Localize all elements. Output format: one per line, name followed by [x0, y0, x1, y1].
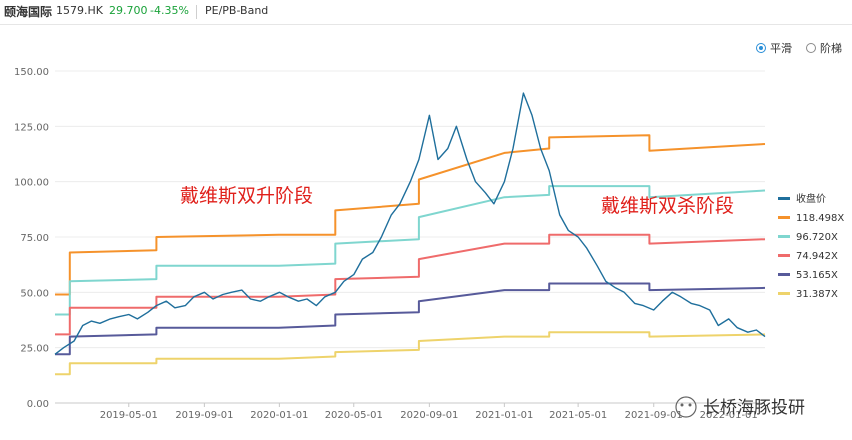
- series-line-96.720X: [55, 185, 766, 316]
- y-tick-label: 150.00: [14, 67, 49, 78]
- series-line-收盘价: [54, 92, 766, 355]
- legend-swatch: [778, 235, 790, 238]
- x-tick-label: 2021-05-01: [549, 410, 607, 421]
- legend-label: 31.387X: [796, 289, 838, 300]
- x-axis: 2019-05-01 2019-09-01 2020-01-01 2020-05-01…: [55, 402, 765, 421]
- x-tick-label: 2020-09-01: [400, 410, 458, 421]
- series-line-118.498X: [55, 134, 766, 296]
- y-tick-label: 0.00: [27, 399, 49, 410]
- x-tick-label: 2021-09-01: [625, 410, 683, 421]
- header-divider: [196, 5, 197, 19]
- y-axis: 0.00 25.00 50.00 75.00 100.00 125.00 150.00: [14, 67, 49, 410]
- x-tick-label: 2020-05-01: [325, 410, 383, 421]
- legend-label: 收盘价: [796, 192, 826, 205]
- legend-label: 96.720X: [796, 232, 838, 243]
- step-toggle[interactable]: 阶梯: [806, 40, 842, 56]
- stock-price: 29.700: [109, 4, 148, 17]
- band-type-label: PE/PB-Band: [205, 4, 269, 17]
- x-tick-label: 2022-01-01: [700, 410, 758, 421]
- legend-swatch: [778, 292, 790, 295]
- watermark: 长桥海豚投研: [675, 396, 805, 418]
- legend-label: 74.942X: [796, 251, 838, 262]
- radio-selected-icon: [756, 43, 766, 53]
- smooth-toggle[interactable]: 平滑: [756, 40, 792, 56]
- legend-swatch: [778, 273, 790, 276]
- stock-name: 颐海国际: [4, 5, 53, 19]
- legend-swatch: [778, 197, 790, 200]
- x-tick-label: 2020-01-01: [250, 410, 308, 421]
- x-tick-label: 2021-01-01: [475, 410, 533, 421]
- series-line-31.387X: [55, 331, 766, 376]
- wechat-icon-dot-right: [688, 403, 692, 407]
- series-line-74.942X: [55, 233, 766, 336]
- header-bar: 颐海国际 1579.HK 29.700 -4.35% PE/PB-Band: [0, 0, 852, 24]
- wechat-icon: [675, 396, 697, 418]
- legend-swatch: [778, 216, 790, 219]
- stock-code: 1579.HK: [56, 4, 103, 17]
- legend-label: 53.165X: [796, 270, 838, 281]
- legend-swatch: [778, 254, 790, 257]
- y-tick-label: 50.00: [20, 288, 49, 299]
- x-tick-label: 2019-05-01: [100, 410, 158, 421]
- step-toggle-label: 阶梯: [820, 42, 842, 55]
- price-change: -4.35%: [150, 4, 189, 17]
- annotation-davis-double-kill: 戴维斯双杀阶段: [601, 195, 734, 217]
- series-line-53.165X: [55, 282, 766, 356]
- header-divider-line: [0, 24, 852, 25]
- annotation-davis-double-rise: 戴维斯双升阶段: [180, 185, 313, 207]
- chart-series: [54, 92, 766, 376]
- y-tick-label: 75.00: [20, 233, 49, 244]
- smooth-toggle-label: 平滑: [770, 42, 792, 55]
- y-tick-label: 100.00: [14, 178, 49, 189]
- chart-legend: 收盘价 118.498X 96.720X 74.942X 53.165X 31.387X: [778, 192, 844, 300]
- wechat-icon-dot-left: [680, 403, 684, 407]
- legend-label: 118.498X: [796, 213, 844, 224]
- y-tick-label: 125.00: [14, 122, 49, 133]
- x-tick-label: 2019-09-01: [175, 410, 233, 421]
- watermark-text: 长桥海豚投研: [703, 398, 805, 418]
- y-tick-label: 25.00: [20, 344, 49, 355]
- radio-unselected-icon: [806, 43, 816, 53]
